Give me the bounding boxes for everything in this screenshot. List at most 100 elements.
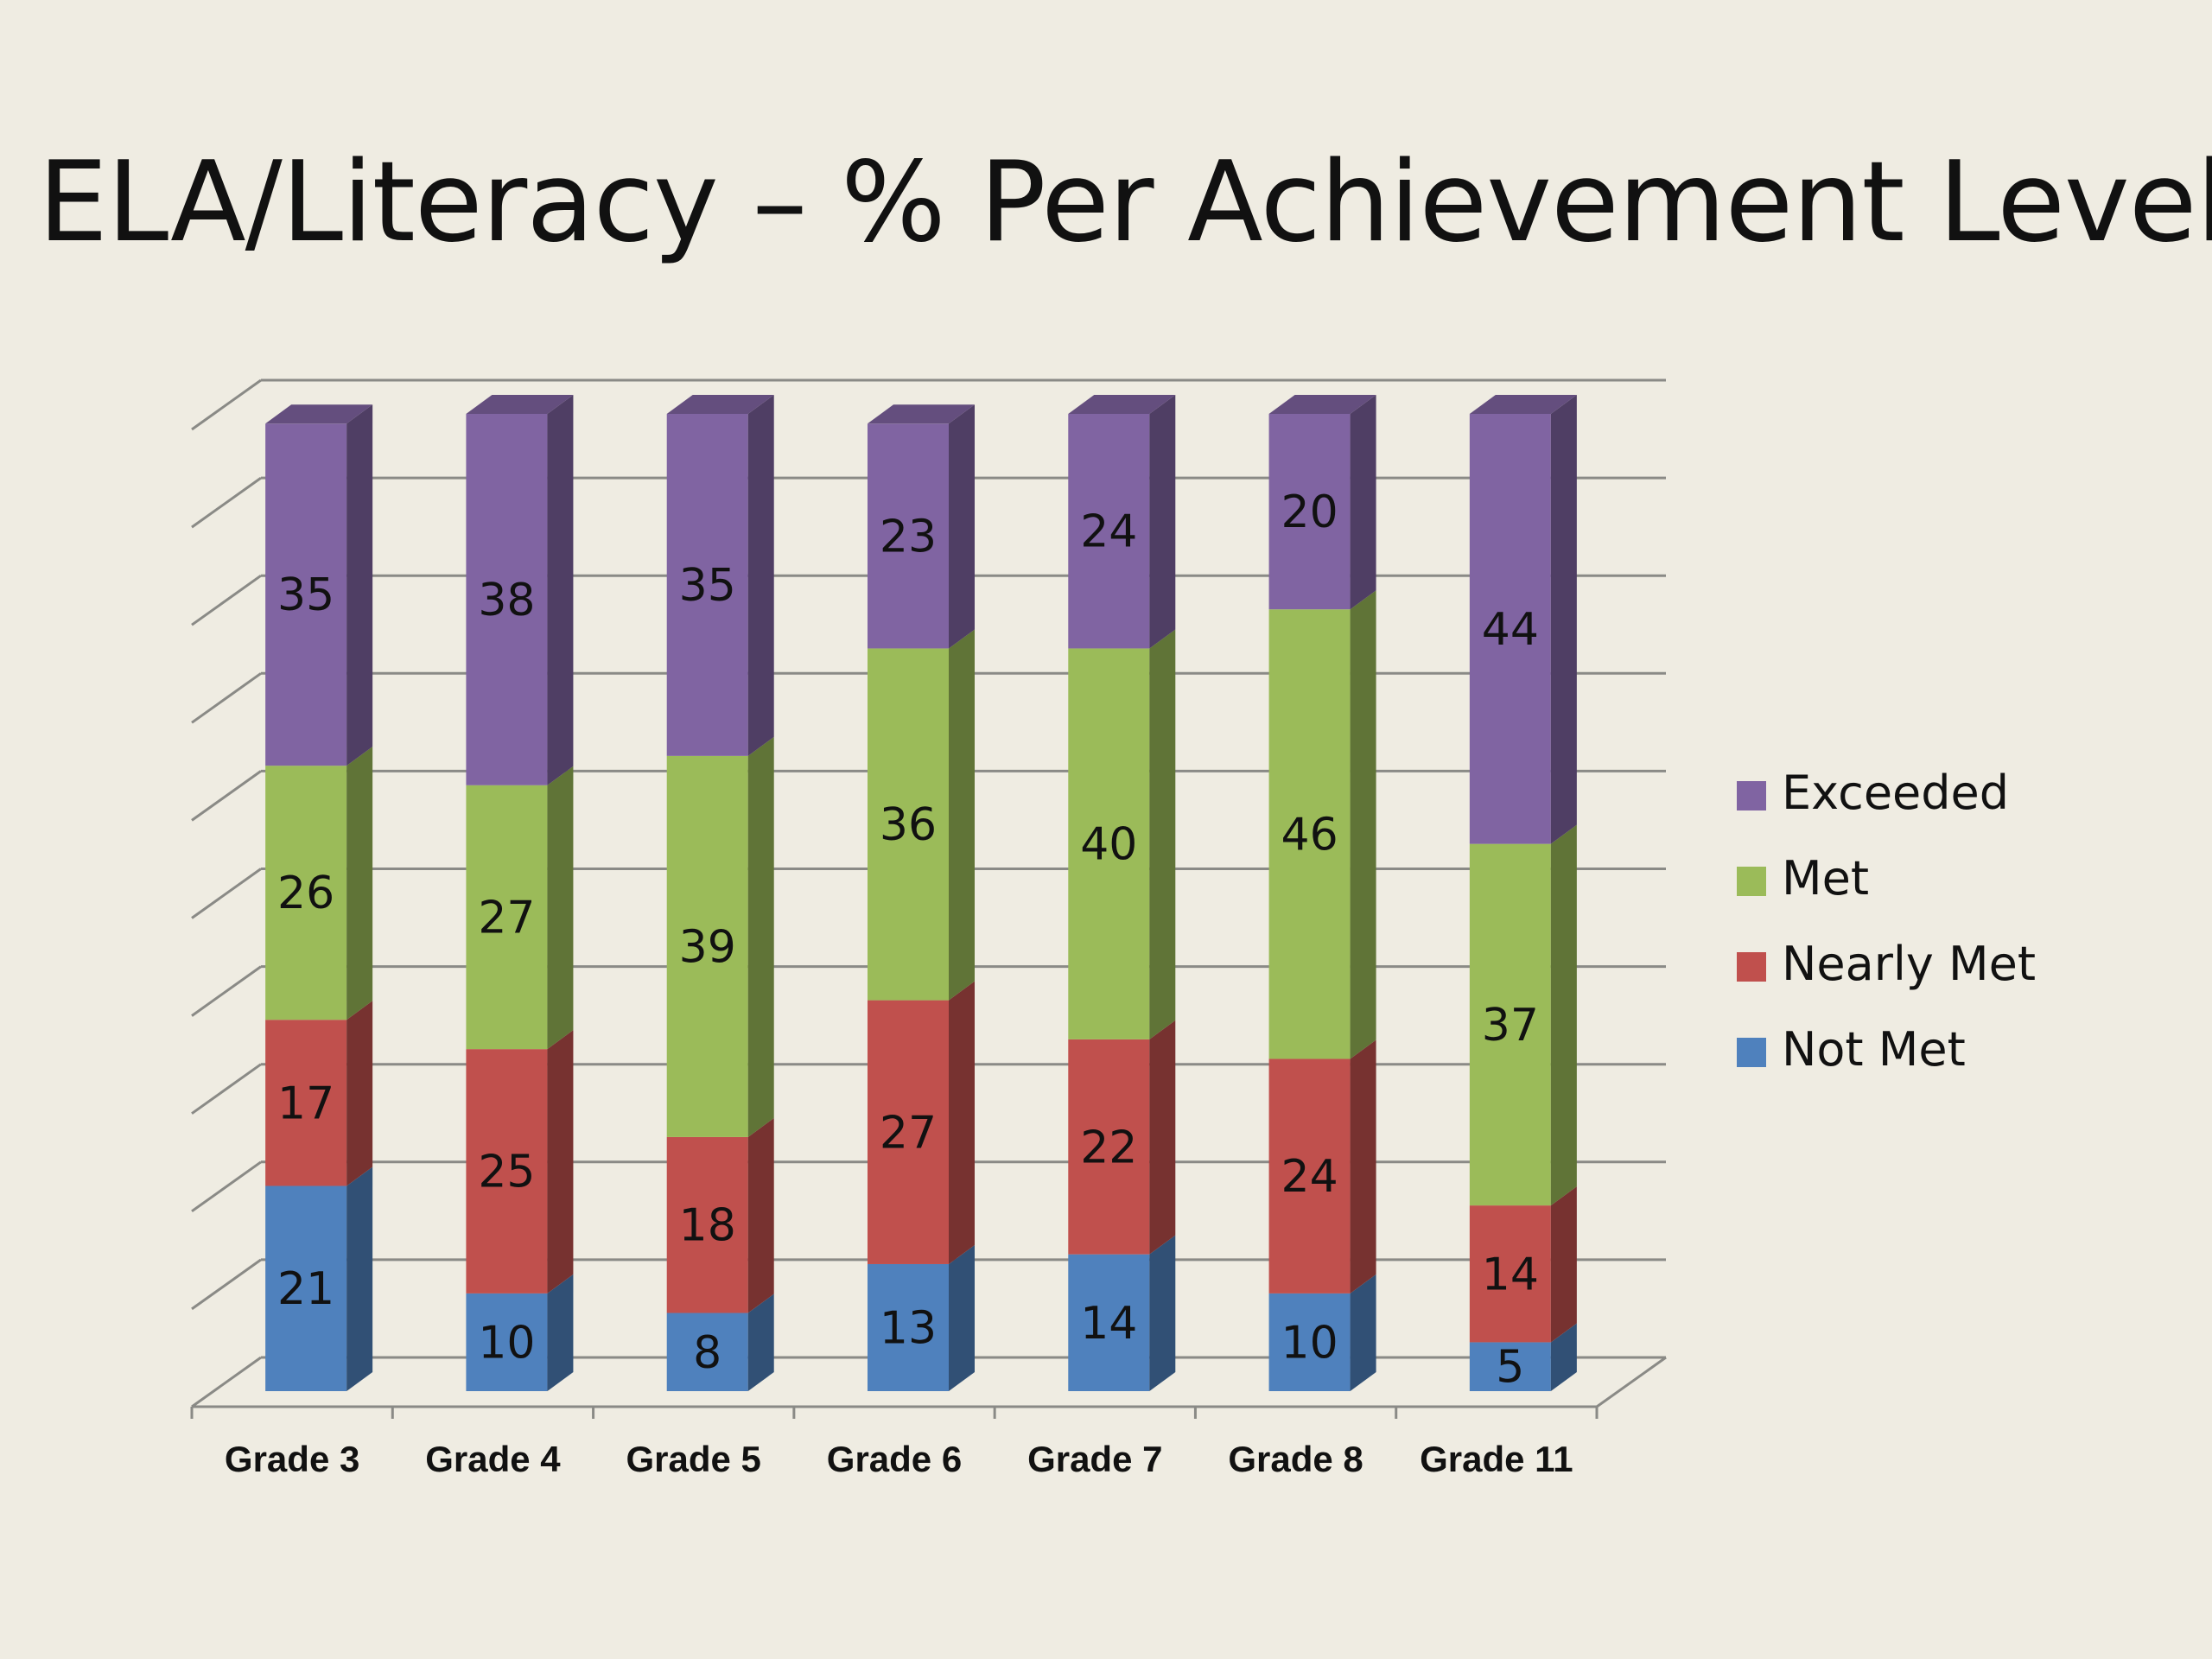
- bar-group-grade-3: 21 17 26 35: [265, 404, 373, 1391]
- x-tick-label: Grade 8: [1228, 1439, 1363, 1479]
- side-gridline: [191, 965, 262, 1017]
- slide-title: ELA/Literacy – % Per Achievement Level: [37, 138, 2212, 267]
- bar-segment-exceeded: [868, 423, 949, 649]
- legend-item: Met: [1737, 851, 1869, 906]
- side-gridline: [191, 574, 262, 626]
- bar-group-grade-8: 10 24 46 20: [1268, 395, 1376, 1391]
- bar-segment-exceeded-side: [1149, 395, 1176, 649]
- bar-segment-not-met: [265, 1185, 347, 1391]
- bar-segment-met-side: [949, 629, 975, 1001]
- bar-segment-exceeded-top: [666, 395, 774, 414]
- data-label: 37: [1482, 1000, 1539, 1052]
- legend-label: Exceeded: [1782, 766, 2009, 820]
- bar-segment-nearly-met: [1469, 1205, 1551, 1343]
- x-tick-label: Grade 11: [1420, 1439, 1573, 1479]
- bar-segment-met: [466, 785, 548, 1050]
- bar-segment-not-met-side: [346, 1166, 373, 1391]
- data-label: 38: [478, 575, 535, 626]
- bar-segment-not-met: [666, 1313, 748, 1391]
- data-label: 44: [1482, 604, 1539, 656]
- bar-segment-exceeded-top: [265, 404, 373, 424]
- bar-segment-nearly-met: [1268, 1058, 1351, 1294]
- bar-segment-met-side: [346, 747, 373, 1020]
- bar-segment-not-met-side: [547, 1274, 574, 1391]
- data-label: 5: [1496, 1342, 1524, 1394]
- bar-segment-met-side: [1550, 824, 1577, 1206]
- side-gridline: [191, 476, 262, 529]
- x-tick-label: Grade 3: [225, 1439, 359, 1479]
- bar-segment-exceeded: [1068, 414, 1150, 649]
- data-label: 46: [1281, 809, 1338, 861]
- bar-segment-exceeded: [666, 414, 748, 756]
- bar-segment-met: [1469, 843, 1551, 1206]
- legend-item: Not Met: [1737, 1022, 1966, 1077]
- x-tick-label: Grade 4: [425, 1439, 561, 1479]
- side-gridline: [191, 378, 262, 431]
- side-gridline: [191, 1356, 262, 1408]
- bar-segment-exceeded: [265, 423, 347, 766]
- side-gridline: [191, 672, 262, 724]
- bar-segment-exceeded: [1268, 414, 1351, 610]
- bar-group-grade-7: 14 22 40 24: [1068, 395, 1176, 1391]
- data-label: 14: [1080, 1298, 1137, 1350]
- bar-segment-met: [1268, 609, 1351, 1059]
- bar-segment-not-met-side: [1350, 1274, 1376, 1391]
- bar-segment-nearly-met: [666, 1136, 748, 1313]
- data-label: 27: [478, 892, 535, 944]
- floor-right-edge: [1596, 1356, 1667, 1408]
- bar-segment-nearly-met-side: [1350, 1039, 1376, 1294]
- side-gridline: [191, 1258, 262, 1311]
- bar-segment-exceeded-side: [949, 404, 975, 649]
- bar-segment-exceeded-top: [868, 404, 975, 424]
- legend-item: Exceeded: [1737, 766, 2009, 820]
- data-label: 40: [1080, 819, 1137, 871]
- bar-segment-met: [1068, 648, 1150, 1039]
- bar-segment-not-met-side: [1550, 1323, 1577, 1391]
- bar-segment-exceeded-top: [466, 395, 574, 414]
- bar-segment-met: [868, 648, 949, 1001]
- legend-swatch: [1737, 867, 1766, 896]
- data-label: 17: [277, 1077, 334, 1129]
- data-label: 14: [1482, 1249, 1539, 1300]
- bar-segment-met-side: [547, 766, 574, 1050]
- data-label: 35: [277, 569, 334, 621]
- bar-segment-nearly-met-side: [949, 981, 975, 1264]
- data-label: 8: [693, 1327, 721, 1379]
- bar-segment-met-side: [747, 736, 774, 1137]
- bar-group-grade-4: 10 25 27 38: [466, 395, 574, 1391]
- legend-swatch: [1737, 781, 1766, 810]
- data-label: 23: [880, 511, 937, 563]
- x-tick-label: Grade 7: [1027, 1439, 1162, 1479]
- legend-swatch: [1737, 1038, 1766, 1067]
- side-gridline: [191, 1160, 262, 1213]
- bar-segment-nearly-met-side: [1149, 1020, 1176, 1255]
- bar-segment-exceeded: [466, 414, 548, 785]
- bar-segment-met: [666, 755, 748, 1137]
- data-label: 20: [1281, 486, 1338, 538]
- bar-segment-not-met-side: [949, 1244, 975, 1391]
- bar-segment-exceeded-side: [1350, 395, 1376, 610]
- data-label: 22: [1080, 1122, 1137, 1173]
- bar-segment-met-side: [1350, 590, 1376, 1059]
- bar-segment-nearly-met-side: [547, 1030, 574, 1294]
- data-label: 35: [679, 560, 736, 612]
- bar-segment-not-met: [1068, 1254, 1150, 1391]
- x-tick-label: Grade 5: [626, 1439, 761, 1479]
- legend-label: Not Met: [1782, 1022, 1966, 1077]
- data-label: 10: [1281, 1317, 1338, 1369]
- data-label: 10: [478, 1317, 535, 1369]
- data-label: 25: [478, 1147, 535, 1198]
- bar-segment-exceeded-top: [1268, 395, 1376, 414]
- data-label: 24: [1080, 506, 1137, 558]
- data-label: 21: [277, 1263, 334, 1315]
- data-label: 36: [880, 799, 937, 851]
- bar-segment-exceeded-side: [346, 404, 373, 766]
- bar-segment-nearly-met: [868, 1000, 949, 1264]
- data-label: 26: [277, 868, 334, 919]
- bar-segment-exceeded-top: [1068, 395, 1176, 414]
- bar-segment-nearly-met-side: [1550, 1186, 1577, 1343]
- bar-segment-exceeded-side: [747, 395, 774, 756]
- bar-segment-nearly-met: [466, 1049, 548, 1294]
